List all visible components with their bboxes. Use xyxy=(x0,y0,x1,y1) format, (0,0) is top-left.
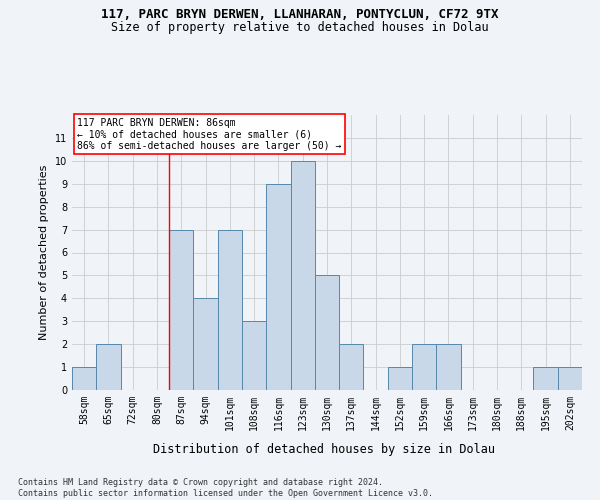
Text: Distribution of detached houses by size in Dolau: Distribution of detached houses by size … xyxy=(153,442,495,456)
Bar xyxy=(388,367,412,390)
Bar xyxy=(72,367,96,390)
Bar xyxy=(96,344,121,390)
Text: 117 PARC BRYN DERWEN: 86sqm
← 10% of detached houses are smaller (6)
86% of semi: 117 PARC BRYN DERWEN: 86sqm ← 10% of det… xyxy=(77,118,341,151)
Bar xyxy=(315,276,339,390)
Y-axis label: Number of detached properties: Number of detached properties xyxy=(40,165,49,340)
Bar xyxy=(436,344,461,390)
Bar xyxy=(169,230,193,390)
Bar xyxy=(193,298,218,390)
Bar xyxy=(558,367,582,390)
Bar xyxy=(533,367,558,390)
Bar xyxy=(266,184,290,390)
Bar xyxy=(412,344,436,390)
Text: 117, PARC BRYN DERWEN, LLANHARAN, PONTYCLUN, CF72 9TX: 117, PARC BRYN DERWEN, LLANHARAN, PONTYC… xyxy=(101,8,499,20)
Text: Size of property relative to detached houses in Dolau: Size of property relative to detached ho… xyxy=(111,21,489,34)
Text: Contains HM Land Registry data © Crown copyright and database right 2024.
Contai: Contains HM Land Registry data © Crown c… xyxy=(18,478,433,498)
Bar xyxy=(218,230,242,390)
Bar xyxy=(339,344,364,390)
Bar xyxy=(290,161,315,390)
Bar xyxy=(242,322,266,390)
